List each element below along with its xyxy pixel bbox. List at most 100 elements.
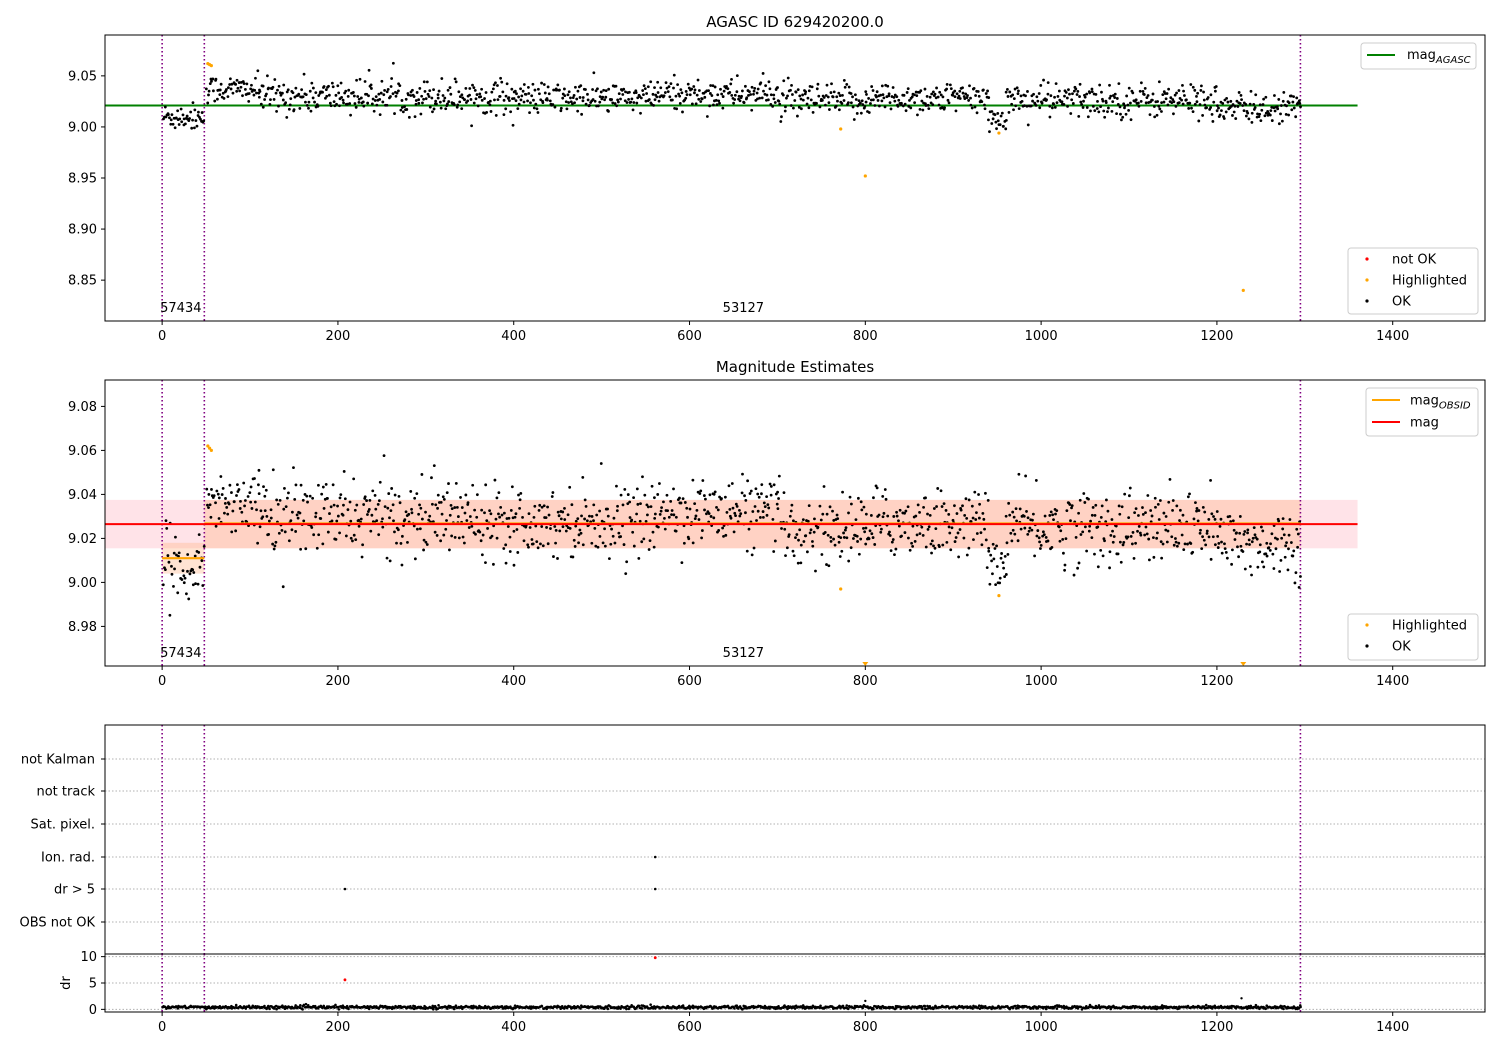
- ok-point: [1181, 513, 1185, 517]
- ok-point: [788, 514, 792, 518]
- ok-point: [746, 479, 750, 483]
- ok-point: [1162, 511, 1166, 515]
- ok-point: [1039, 544, 1043, 547]
- ok-point: [235, 78, 239, 82]
- obsid-label: 57434: [160, 646, 201, 661]
- dr-point: [640, 1007, 644, 1010]
- ok-point: [1088, 524, 1092, 528]
- ok-point: [391, 61, 395, 65]
- ok-point: [182, 117, 186, 121]
- ok-point: [824, 94, 828, 97]
- ok-point: [607, 557, 611, 561]
- ok-point: [380, 79, 384, 83]
- ok-point: [491, 87, 495, 91]
- ok-point: [1081, 530, 1085, 534]
- ok-point: [1137, 104, 1141, 108]
- ok-point: [334, 93, 338, 97]
- ok-point: [893, 553, 896, 557]
- ok-point: [170, 113, 174, 117]
- ok-point: [681, 497, 685, 501]
- ok-point: [283, 486, 286, 490]
- ok-point: [811, 540, 814, 543]
- ok-point: [1296, 545, 1299, 549]
- ok-point: [1129, 118, 1133, 122]
- ok-point: [214, 77, 218, 81]
- ok-point: [826, 95, 830, 99]
- ok-point: [805, 550, 809, 554]
- ok-point: [984, 491, 987, 495]
- ok-point: [991, 572, 994, 576]
- ok-point: [615, 484, 618, 488]
- ok-point: [847, 511, 850, 515]
- ok-point: [1265, 541, 1269, 545]
- ok-point: [845, 83, 849, 86]
- ok-point: [488, 509, 491, 513]
- ok-point: [1252, 526, 1256, 530]
- ok-point: [540, 505, 544, 509]
- ok-point: [1038, 540, 1041, 544]
- ok-point: [500, 513, 504, 517]
- ok-point: [994, 583, 998, 586]
- ok-point: [344, 89, 348, 93]
- ok-point: [743, 494, 746, 498]
- ok-point: [425, 80, 429, 84]
- ok-point: [626, 502, 630, 506]
- ok-point: [828, 108, 831, 111]
- ok-point: [332, 100, 336, 104]
- ok-point: [697, 89, 701, 92]
- ok-point: [273, 544, 277, 548]
- ok-point: [1184, 98, 1188, 102]
- ok-point: [1199, 89, 1203, 92]
- dr-point: [1079, 1005, 1083, 1009]
- ok-point: [981, 512, 985, 515]
- ok-point: [1164, 528, 1168, 532]
- ok-point: [241, 94, 244, 98]
- ok-point: [1052, 518, 1055, 521]
- ok-point: [1068, 92, 1071, 96]
- ok-point: [373, 99, 377, 102]
- ok-point: [663, 516, 666, 520]
- ok-point: [504, 543, 508, 547]
- ok-point: [1129, 101, 1132, 105]
- ok-point: [919, 89, 923, 93]
- ok-point: [1010, 102, 1014, 106]
- ok-point: [521, 89, 525, 93]
- ok-point: [880, 527, 883, 531]
- ok-point: [1004, 90, 1008, 94]
- ok-point: [1160, 556, 1164, 560]
- ok-point: [604, 89, 608, 92]
- ok-point: [665, 493, 669, 497]
- ok-point: [1131, 531, 1135, 534]
- ok-point: [827, 101, 831, 105]
- ok-point: [515, 92, 518, 96]
- ok-point: [422, 538, 426, 542]
- ok-point: [567, 101, 571, 104]
- ok-point: [849, 92, 853, 95]
- ok-point: [678, 94, 682, 98]
- ok-point: [666, 509, 669, 512]
- ok-point: [722, 534, 725, 538]
- ok-point: [413, 115, 417, 119]
- ok-point: [945, 87, 949, 91]
- ok-point: [284, 505, 288, 509]
- ok-point: [837, 108, 841, 112]
- ok-point: [1091, 506, 1095, 509]
- x-tick-label: 800: [853, 674, 878, 689]
- ok-point: [568, 526, 572, 530]
- ok-point: [772, 93, 776, 97]
- ok-point: [1171, 98, 1175, 101]
- ok-point: [1116, 552, 1120, 556]
- ok-point: [1127, 108, 1131, 112]
- ok-point: [1144, 511, 1147, 515]
- ok-point: [986, 499, 990, 502]
- ok-point: [1127, 516, 1131, 520]
- ok-point: [1097, 110, 1101, 114]
- ok-point: [645, 503, 649, 507]
- ok-point: [820, 98, 824, 102]
- ok-point: [1272, 567, 1276, 570]
- ok-point: [1266, 109, 1270, 113]
- ok-point: [1232, 528, 1236, 532]
- ok-point: [1034, 103, 1038, 107]
- ok-point: [507, 96, 511, 100]
